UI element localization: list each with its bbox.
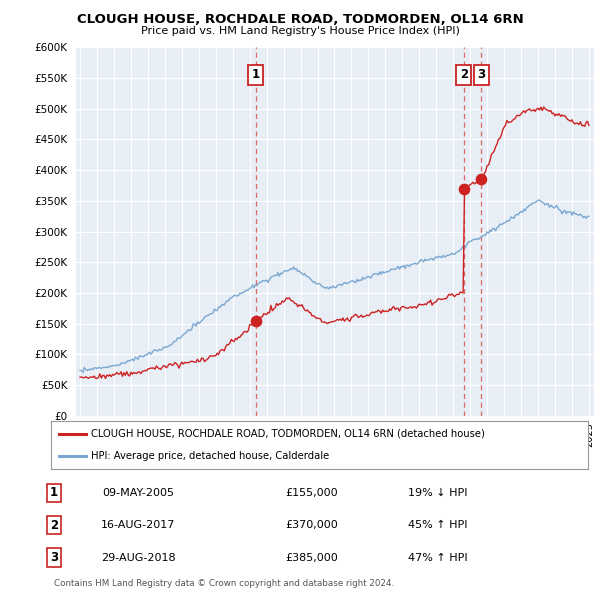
Text: 16-AUG-2017: 16-AUG-2017: [101, 520, 175, 530]
Text: 47% ↑ HPI: 47% ↑ HPI: [408, 553, 468, 562]
Text: 2: 2: [460, 68, 468, 81]
Text: 45% ↑ HPI: 45% ↑ HPI: [408, 520, 468, 530]
Text: £370,000: £370,000: [286, 520, 338, 530]
Text: Contains HM Land Registry data © Crown copyright and database right 2024.
This d: Contains HM Land Registry data © Crown c…: [54, 579, 394, 590]
Text: 1: 1: [252, 68, 260, 81]
Text: CLOUGH HOUSE, ROCHDALE ROAD, TODMORDEN, OL14 6RN (detached house): CLOUGH HOUSE, ROCHDALE ROAD, TODMORDEN, …: [91, 429, 485, 439]
Text: 3: 3: [478, 68, 485, 81]
Text: 2: 2: [50, 519, 58, 532]
Point: [459, 184, 469, 194]
Text: CLOUGH HOUSE, ROCHDALE ROAD, TODMORDEN, OL14 6RN: CLOUGH HOUSE, ROCHDALE ROAD, TODMORDEN, …: [77, 13, 523, 26]
Text: 29-AUG-2018: 29-AUG-2018: [101, 553, 175, 562]
Text: 3: 3: [50, 551, 58, 564]
Point: [251, 316, 260, 326]
Text: Price paid vs. HM Land Registry's House Price Index (HPI): Price paid vs. HM Land Registry's House …: [140, 26, 460, 36]
Point: [476, 175, 486, 184]
Text: £155,000: £155,000: [286, 488, 338, 497]
Text: 1: 1: [50, 486, 58, 499]
Text: HPI: Average price, detached house, Calderdale: HPI: Average price, detached house, Cald…: [91, 451, 329, 461]
Text: 19% ↓ HPI: 19% ↓ HPI: [408, 488, 468, 497]
Text: £385,000: £385,000: [286, 553, 338, 562]
Text: 09-MAY-2005: 09-MAY-2005: [102, 488, 174, 497]
